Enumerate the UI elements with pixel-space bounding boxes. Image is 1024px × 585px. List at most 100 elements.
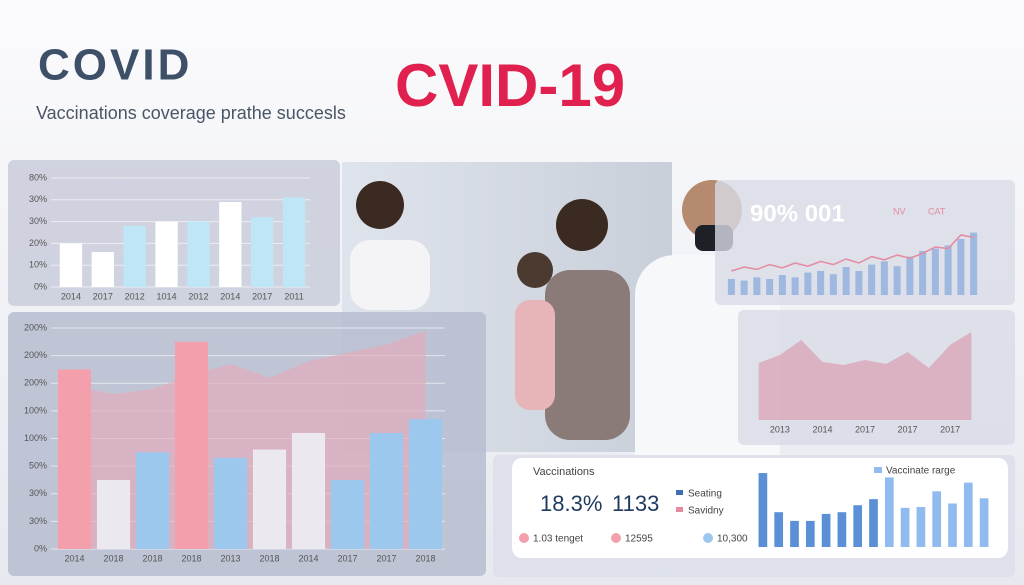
bar: [758, 473, 768, 547]
footer-label: 1.03 tenget: [533, 534, 583, 545]
legend-label: NV: [893, 206, 906, 216]
bar: [96, 479, 131, 549]
legend-swatch: [874, 467, 882, 473]
bar: [979, 498, 989, 547]
bar: [778, 275, 786, 295]
bar: [408, 419, 443, 549]
bar: [837, 512, 847, 547]
bar: [957, 239, 965, 295]
x-tick-label: 2014: [298, 553, 318, 563]
bar: [727, 279, 735, 295]
legend-label: Vaccinate rarge: [886, 466, 956, 477]
y-tick-label: 50%: [29, 461, 47, 471]
bar: [791, 277, 799, 295]
y-tick-label: 0%: [34, 543, 47, 553]
bar: [805, 520, 815, 547]
bar: [970, 232, 978, 295]
bar: [842, 267, 850, 295]
bar: [174, 341, 209, 549]
bar: [187, 221, 210, 287]
bar: [213, 457, 248, 549]
x-tick-label: 2014: [812, 424, 832, 434]
x-tick-label: 2017: [855, 424, 875, 434]
legend-label: Seating: [688, 489, 722, 500]
bar: [829, 274, 837, 295]
x-tick-label: 2017: [940, 424, 960, 434]
bar: [219, 201, 242, 287]
headline: 90% 001: [750, 200, 845, 227]
y-tick-label: 30%: [29, 488, 47, 498]
bar: [91, 252, 114, 287]
y-tick-label: 30%: [29, 216, 47, 226]
stat: 1133: [612, 491, 659, 516]
bar: [869, 499, 878, 547]
y-tick-label: 200%: [24, 350, 47, 360]
card-title: Vaccinations: [533, 466, 595, 478]
bar: [369, 432, 404, 549]
logo: COVID: [38, 41, 192, 90]
x-tick-label: 2018: [142, 553, 162, 563]
bar: [57, 369, 92, 549]
x-tick-label: 2017: [252, 291, 272, 301]
y-tick-label: 200%: [24, 378, 47, 388]
bar: [123, 225, 146, 287]
legend-dot: [611, 533, 621, 543]
legend-label: CAT: [928, 206, 946, 216]
bar: [931, 248, 939, 295]
x-tick-label: 2017: [376, 553, 396, 563]
x-tick-label: 2017: [337, 553, 357, 563]
legend-swatch: [676, 507, 683, 512]
x-tick-label: 2011: [284, 291, 303, 301]
x-tick-label: 2014: [220, 291, 240, 301]
y-tick-label: 20%: [29, 238, 47, 248]
y-tick-label: 200%: [24, 322, 47, 332]
footer-label: 10,300: [717, 534, 748, 545]
bar: [817, 271, 825, 295]
legend-swatch: [676, 490, 683, 495]
bar: [932, 491, 942, 547]
stat: 18.3%: [540, 491, 602, 516]
title: CVID-19: [395, 52, 625, 119]
bar: [59, 243, 83, 287]
y-tick-label: 100%: [24, 433, 47, 443]
y-tick-label: 10%: [29, 260, 47, 270]
bar: [880, 261, 888, 295]
x-tick-label: 2018: [103, 553, 123, 563]
x-tick-label: 2017: [898, 424, 918, 434]
y-tick-label: 0%: [34, 281, 47, 291]
bar: [900, 507, 910, 547]
bar: [855, 271, 863, 295]
x-tick-label: 2012: [188, 291, 208, 301]
x-tick-label: 2013: [770, 424, 790, 434]
legend-dot: [703, 533, 713, 543]
bar: [916, 506, 926, 547]
bar: [944, 245, 952, 295]
bar: [774, 512, 784, 547]
y-tick-label: 80%: [29, 172, 47, 182]
x-tick-label: 2018: [415, 553, 435, 563]
footer-label: 12595: [625, 534, 653, 545]
y-tick-label: 100%: [24, 405, 47, 415]
x-tick-label: 2013: [220, 553, 240, 563]
bar: [868, 264, 876, 295]
x-tick-label: 2017: [93, 291, 113, 301]
bar: [753, 277, 761, 295]
bar: [948, 503, 957, 547]
line: [731, 234, 974, 272]
x-tick-label: 2018: [181, 553, 201, 563]
bar: [282, 197, 306, 287]
bar: [766, 279, 774, 295]
bar: [919, 251, 927, 295]
bar: [853, 505, 863, 547]
bar: [135, 452, 170, 549]
x-tick-label: 2012: [125, 291, 145, 301]
bar: [804, 272, 812, 295]
bar: [252, 449, 287, 549]
bar: [291, 432, 326, 549]
legend-dot: [519, 533, 529, 543]
bar: [251, 217, 274, 287]
subtitle: Vaccinations coverage prathe succesls: [36, 103, 346, 123]
y-tick-label: 30%: [29, 516, 47, 526]
bar: [330, 479, 365, 549]
